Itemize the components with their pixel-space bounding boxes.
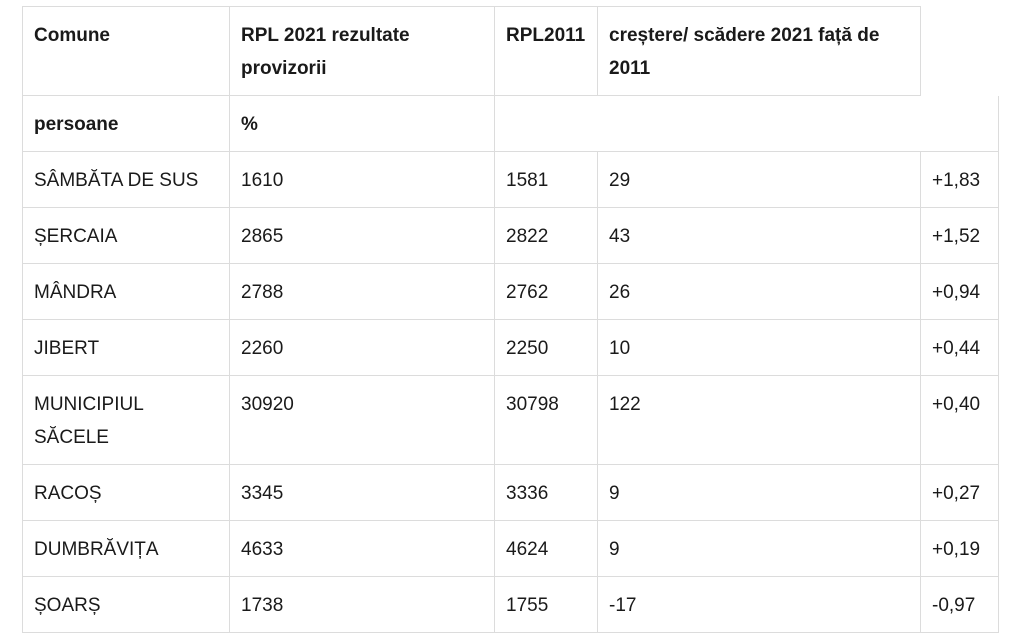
cell-commune: ȘOARȘ <box>22 576 230 633</box>
cell-rpl2011: 1755 <box>494 576 598 633</box>
population-table-container: Comune RPL 2021 rezultate provizorii RPL… <box>22 6 999 633</box>
header-comune: Comune <box>22 6 230 96</box>
cell-commune: MÂNDRA <box>22 263 230 320</box>
cell-diff: 10 <box>597 319 921 376</box>
cell-percent: +1,83 <box>920 151 999 208</box>
cell-percent: +0,27 <box>920 464 999 521</box>
cell-rpl2011: 3336 <box>494 464 598 521</box>
cell-diff: 29 <box>597 151 921 208</box>
subheader-percent: % <box>229 95 495 152</box>
cell-percent: +0,40 <box>920 375 999 465</box>
table-row: RACOȘ 3345 3336 9 +0,27 <box>22 464 999 521</box>
cell-commune: JIBERT <box>22 319 230 376</box>
cell-rpl2021: 2788 <box>229 263 495 320</box>
cell-percent: +0,19 <box>920 520 999 577</box>
cell-rpl2021: 2865 <box>229 207 495 264</box>
table-row: DUMBRĂVIȚA 4633 4624 9 +0,19 <box>22 520 999 577</box>
header-empty-cell <box>921 7 999 96</box>
cell-rpl2021: 30920 <box>229 375 495 465</box>
cell-rpl2021: 1610 <box>229 151 495 208</box>
subheader-empty-cell <box>494 95 598 152</box>
cell-diff: 43 <box>597 207 921 264</box>
cell-commune: MUNICIPIUL SĂCELE <box>22 375 230 465</box>
population-table: Comune RPL 2021 rezultate provizorii RPL… <box>22 6 999 633</box>
cell-percent: +0,44 <box>920 319 999 376</box>
cell-rpl2011: 1581 <box>494 151 598 208</box>
subheader-empty-cell <box>597 95 921 152</box>
cell-diff: 122 <box>597 375 921 465</box>
cell-rpl2011: 2822 <box>494 207 598 264</box>
subheader-persoane: persoane <box>22 95 230 152</box>
table-row: JIBERT 2260 2250 10 +0,44 <box>22 319 999 376</box>
cell-rpl2021: 4633 <box>229 520 495 577</box>
cell-percent: -0,97 <box>920 576 999 633</box>
cell-commune: SÂMBĂTA DE SUS <box>22 151 230 208</box>
table-row: ȘERCAIA 2865 2822 43 +1,52 <box>22 207 999 264</box>
cell-rpl2011: 2762 <box>494 263 598 320</box>
cell-commune: RACOȘ <box>22 464 230 521</box>
table-row: MÂNDRA 2788 2762 26 +0,94 <box>22 263 999 320</box>
header-change: creștere/ scădere 2021 față de 2011 <box>597 6 921 96</box>
cell-percent: +0,94 <box>920 263 999 320</box>
cell-diff: 9 <box>597 464 921 521</box>
subheader-empty-cell <box>920 95 999 152</box>
header-rpl2021: RPL 2021 rezultate provizorii <box>229 6 495 96</box>
cell-diff: 26 <box>597 263 921 320</box>
header-rpl2011: RPL2011 <box>494 6 598 96</box>
cell-rpl2011: 30798 <box>494 375 598 465</box>
cell-rpl2011: 4624 <box>494 520 598 577</box>
cell-rpl2021: 3345 <box>229 464 495 521</box>
table-row: SÂMBĂTA DE SUS 1610 1581 29 +1,83 <box>22 151 999 208</box>
cell-diff: -17 <box>597 576 921 633</box>
table-row: MUNICIPIUL SĂCELE 30920 30798 122 +0,40 <box>22 375 999 465</box>
cell-rpl2021: 1738 <box>229 576 495 633</box>
cell-rpl2011: 2250 <box>494 319 598 376</box>
cell-commune: DUMBRĂVIȚA <box>22 520 230 577</box>
cell-percent: +1,52 <box>920 207 999 264</box>
table-header-row: Comune RPL 2021 rezultate provizorii RPL… <box>22 6 999 96</box>
cell-rpl2021: 2260 <box>229 319 495 376</box>
cell-commune: ȘERCAIA <box>22 207 230 264</box>
table-subheader-row: persoane % <box>22 95 999 152</box>
cell-diff: 9 <box>597 520 921 577</box>
table-row: ȘOARȘ 1738 1755 -17 -0,97 <box>22 576 999 633</box>
